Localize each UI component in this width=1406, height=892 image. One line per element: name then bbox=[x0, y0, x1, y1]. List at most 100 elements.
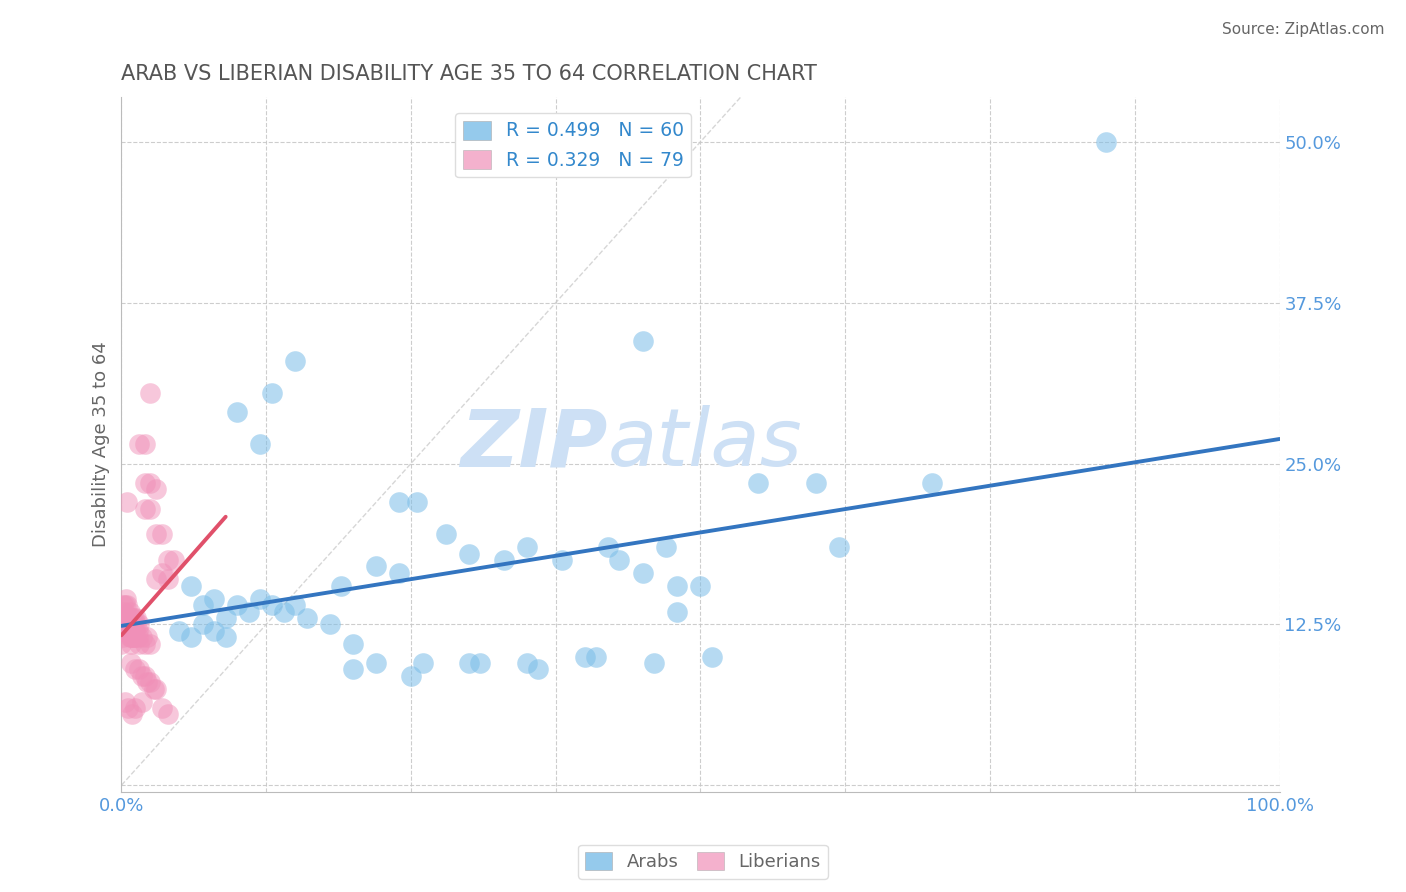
Point bbox=[134, 637, 156, 651]
Point bbox=[156, 553, 179, 567]
Point bbox=[319, 617, 342, 632]
Point bbox=[527, 662, 550, 676]
Point bbox=[122, 617, 145, 632]
Point bbox=[121, 617, 143, 632]
Point bbox=[139, 675, 162, 690]
Point bbox=[191, 598, 214, 612]
Point bbox=[115, 495, 138, 509]
Point bbox=[139, 475, 162, 490]
Point bbox=[388, 495, 411, 509]
Point bbox=[124, 624, 146, 638]
Point bbox=[139, 637, 162, 651]
Point bbox=[412, 656, 434, 670]
Point bbox=[666, 605, 689, 619]
Point bbox=[131, 630, 153, 644]
Point bbox=[115, 624, 138, 638]
Point bbox=[405, 495, 427, 509]
Point bbox=[111, 630, 134, 644]
Point bbox=[125, 611, 148, 625]
Point bbox=[124, 662, 146, 676]
Point bbox=[128, 437, 150, 451]
Point bbox=[226, 405, 249, 419]
Point bbox=[643, 656, 665, 670]
Point bbox=[215, 630, 238, 644]
Point bbox=[260, 385, 283, 400]
Text: ZIP: ZIP bbox=[461, 405, 607, 483]
Point bbox=[120, 637, 142, 651]
Point bbox=[112, 605, 135, 619]
Point bbox=[574, 649, 596, 664]
Point bbox=[666, 579, 689, 593]
Point bbox=[631, 566, 654, 580]
Point bbox=[121, 611, 143, 625]
Point bbox=[609, 553, 631, 567]
Point bbox=[470, 656, 492, 670]
Point bbox=[111, 598, 134, 612]
Point bbox=[128, 662, 150, 676]
Point bbox=[114, 611, 136, 625]
Point bbox=[118, 630, 141, 644]
Point bbox=[156, 572, 179, 586]
Point bbox=[516, 656, 538, 670]
Point bbox=[150, 527, 173, 541]
Point bbox=[180, 579, 202, 593]
Point bbox=[111, 617, 134, 632]
Y-axis label: Disability Age 35 to 64: Disability Age 35 to 64 bbox=[93, 342, 110, 547]
Point bbox=[139, 501, 162, 516]
Point bbox=[135, 675, 157, 690]
Point bbox=[180, 630, 202, 644]
Point bbox=[457, 547, 479, 561]
Point bbox=[122, 624, 145, 638]
Point bbox=[238, 605, 260, 619]
Point bbox=[689, 579, 711, 593]
Point bbox=[114, 598, 136, 612]
Point bbox=[921, 475, 943, 490]
Point bbox=[399, 669, 422, 683]
Point bbox=[828, 540, 851, 554]
Point bbox=[145, 681, 167, 696]
Point bbox=[156, 707, 179, 722]
Point bbox=[457, 656, 479, 670]
Point bbox=[806, 475, 828, 490]
Text: ARAB VS LIBERIAN DISABILITY AGE 35 TO 64 CORRELATION CHART: ARAB VS LIBERIAN DISABILITY AGE 35 TO 64… bbox=[121, 64, 817, 84]
Point bbox=[124, 630, 146, 644]
Point bbox=[202, 591, 225, 606]
Point bbox=[131, 669, 153, 683]
Point bbox=[366, 656, 388, 670]
Point bbox=[145, 527, 167, 541]
Point bbox=[118, 605, 141, 619]
Point bbox=[139, 385, 162, 400]
Point bbox=[284, 598, 307, 612]
Point bbox=[115, 617, 138, 632]
Point bbox=[122, 630, 145, 644]
Point bbox=[492, 553, 515, 567]
Point bbox=[585, 649, 607, 664]
Point bbox=[112, 624, 135, 638]
Point bbox=[434, 527, 457, 541]
Point bbox=[115, 598, 138, 612]
Point bbox=[124, 701, 146, 715]
Point bbox=[655, 540, 678, 554]
Point bbox=[1095, 135, 1118, 149]
Point bbox=[700, 649, 723, 664]
Point bbox=[110, 637, 132, 651]
Point bbox=[596, 540, 619, 554]
Point bbox=[145, 572, 167, 586]
Point bbox=[128, 617, 150, 632]
Point bbox=[249, 591, 271, 606]
Point bbox=[150, 566, 173, 580]
Point bbox=[134, 501, 156, 516]
Point bbox=[120, 630, 142, 644]
Point bbox=[342, 637, 364, 651]
Point bbox=[120, 656, 142, 670]
Legend: Arabs, Liberians: Arabs, Liberians bbox=[578, 845, 828, 879]
Point bbox=[125, 617, 148, 632]
Point bbox=[202, 624, 225, 638]
Point bbox=[115, 611, 138, 625]
Point bbox=[388, 566, 411, 580]
Point bbox=[114, 617, 136, 632]
Point bbox=[215, 611, 238, 625]
Point bbox=[747, 475, 769, 490]
Point bbox=[121, 707, 143, 722]
Point bbox=[330, 579, 353, 593]
